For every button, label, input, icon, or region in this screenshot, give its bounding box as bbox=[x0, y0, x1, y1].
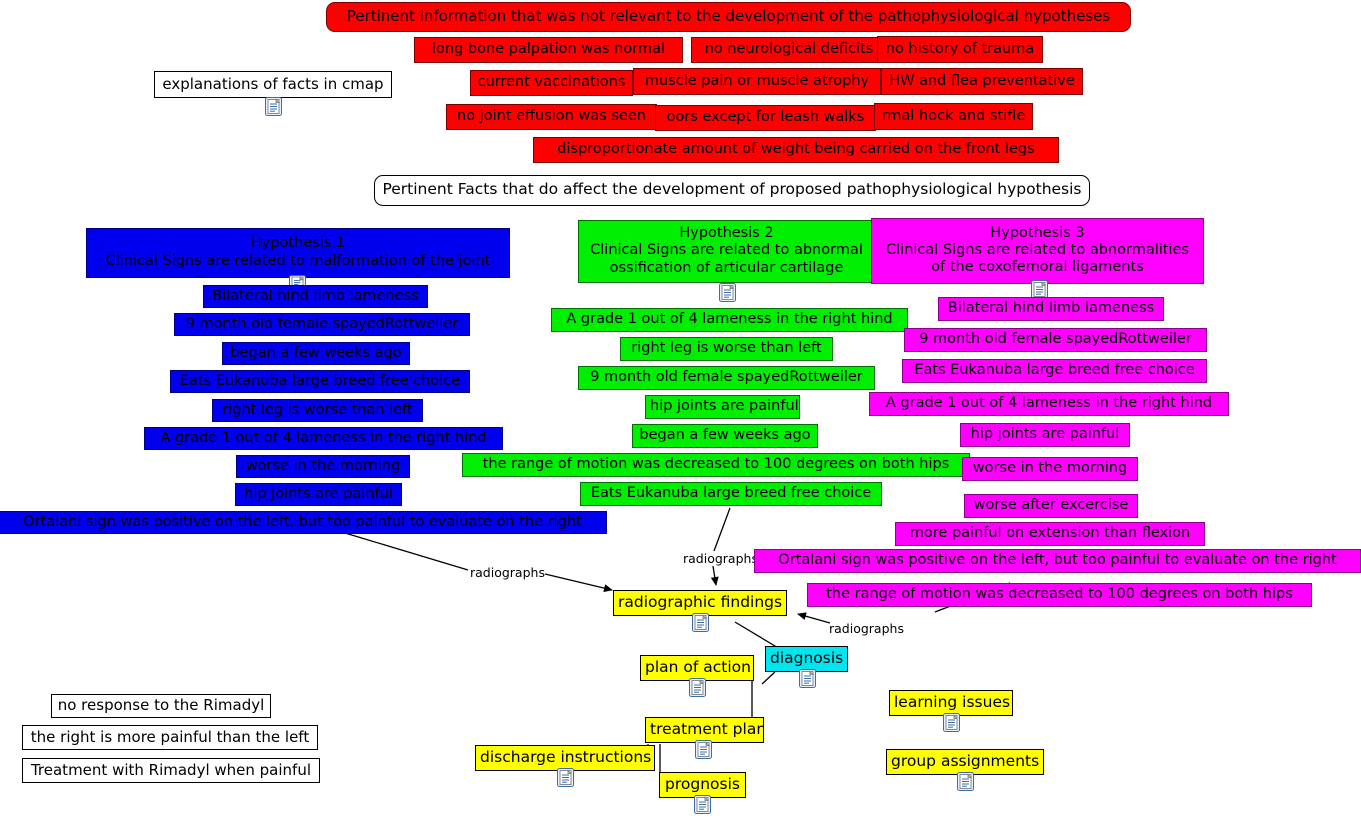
h1-fact-lameness-grade[interactable]: A grade 1 out of 4 lameness in the right… bbox=[144, 427, 503, 450]
h2-fact-right-worse[interactable]: right leg is worse than left bbox=[620, 337, 833, 361]
diagnosis-node[interactable]: diagnosis bbox=[765, 646, 848, 672]
edge-green-to-radiographs bbox=[713, 507, 731, 552]
document-icon[interactable] bbox=[957, 772, 974, 791]
document-icon[interactable] bbox=[265, 97, 282, 116]
document-icon[interactable] bbox=[695, 740, 712, 759]
fact-kept-indoors-leash-walks[interactable]: oors except for leash walks bbox=[655, 105, 876, 131]
irrelevant-info-header[interactable]: Pertinent information that was not relev… bbox=[326, 2, 1131, 32]
explanations-of-facts-node[interactable]: explanations of facts in cmap bbox=[154, 71, 392, 98]
edge-arrow-magenta-to-radiographs bbox=[797, 612, 831, 624]
h2-fact-hip-pain[interactable]: hip joints are painful bbox=[645, 395, 800, 419]
h1-fact-worse-morning[interactable]: worse in the morning bbox=[236, 455, 410, 478]
fact-long-bone-palpation[interactable]: long bone palpation was normal bbox=[414, 37, 683, 63]
note-icon[interactable] bbox=[289, 272, 306, 291]
h3-fact-ortalani-sign[interactable]: Ortalani sign was positive on the left, … bbox=[754, 549, 1361, 573]
group-assignments-node[interactable]: group assignments bbox=[886, 749, 1044, 775]
treatment-plan-node[interactable]: treatment plan bbox=[645, 717, 764, 743]
h3-fact-diet[interactable]: Eats Eukanuba large breed free choice bbox=[902, 359, 1207, 383]
edge-arrow-green-to-radiographs bbox=[710, 565, 719, 586]
fact-no-neurological-deficits[interactable]: no neurological deficits bbox=[691, 37, 887, 63]
h3-fact-bilateral-lameness[interactable]: Bilateral hind limb lameness bbox=[938, 297, 1164, 321]
note-no-response-rimadyl[interactable]: no response to the Rimadyl bbox=[51, 694, 271, 718]
h2-fact-range-of-motion[interactable]: the range of motion was decreased to 100… bbox=[462, 453, 970, 477]
document-icon[interactable] bbox=[689, 678, 706, 697]
fact-no-history-of-trauma[interactable]: no history of trauma bbox=[877, 36, 1043, 63]
h3-fact-hip-pain[interactable]: hip joints are painful bbox=[960, 423, 1130, 447]
edge-blue-to-radiographs bbox=[344, 532, 469, 571]
fact-hw-flea-preventative[interactable]: HW and flea preventative bbox=[881, 68, 1083, 95]
h1-fact-diet[interactable]: Eats Eukanuba large breed free choice bbox=[170, 370, 470, 393]
document-icon[interactable] bbox=[1031, 280, 1048, 299]
h1-fact-bilateral-lameness[interactable]: Bilateral hind limb lameness bbox=[203, 285, 428, 308]
h1-fact-ortalani-sign[interactable]: Ortalani sign was positive on the left, … bbox=[0, 511, 607, 534]
fact-no-joint-effusion[interactable]: no joint effusion was seen bbox=[446, 104, 657, 130]
h3-fact-worse-morning[interactable]: worse in the morning bbox=[962, 457, 1138, 481]
h2-fact-onset[interactable]: began a few weeks ago bbox=[632, 424, 818, 448]
h3-fact-extension-flexion[interactable]: more painful on extension than flexion bbox=[895, 522, 1205, 546]
h1-fact-right-worse[interactable]: right leg is worse than left bbox=[212, 399, 423, 422]
fact-muscle-pain-atrophy[interactable]: muscle pain or muscle atrophy bbox=[633, 68, 881, 95]
edge-arrow-blue-to-radiographs bbox=[544, 573, 613, 593]
document-icon[interactable] bbox=[719, 283, 736, 302]
edge-label-radiographs-right: radiographs bbox=[829, 621, 904, 636]
pertinent-facts-header[interactable]: Pertinent Facts that do affect the devel… bbox=[374, 175, 1090, 206]
h1-fact-signalment[interactable]: 9 month old female spayedRottweiler bbox=[174, 313, 470, 336]
discharge-instructions-node[interactable]: discharge instructions bbox=[475, 745, 655, 771]
fact-normal-hock-and-stifle[interactable]: rmal hock and stifle bbox=[874, 103, 1033, 130]
hypothesis-1-header[interactable]: Hypothesis 1 Clinical Signs are related … bbox=[86, 228, 510, 278]
h3-fact-range-of-motion[interactable]: the range of motion was decreased to 100… bbox=[807, 583, 1312, 607]
document-icon[interactable] bbox=[692, 613, 709, 632]
edge-label-radiographs-top: radiographs bbox=[683, 551, 758, 566]
note-treatment-rimadyl[interactable]: Treatment with Rimadyl when painful bbox=[22, 758, 320, 783]
h1-fact-hip-pain[interactable]: hip joints are painful bbox=[235, 483, 402, 506]
h2-fact-diet[interactable]: Eats Eukanuba large breed free choice bbox=[580, 482, 882, 506]
plan-of-action-node[interactable]: plan of action bbox=[640, 655, 754, 681]
hypothesis-3-header[interactable]: Hypothesis 3 Clinical Signs are related … bbox=[871, 218, 1204, 284]
h2-fact-lameness-grade[interactable]: A grade 1 out of 4 lameness in the right… bbox=[551, 308, 908, 332]
h3-fact-lameness-grade[interactable]: A grade 1 out of 4 lameness in the right… bbox=[869, 392, 1229, 416]
document-icon[interactable] bbox=[694, 795, 711, 814]
hypothesis-2-header[interactable]: Hypothesis 2 Clinical Signs are related … bbox=[578, 220, 875, 283]
fact-current-vaccinations[interactable]: current vaccinations bbox=[470, 70, 633, 96]
h3-fact-worse-after-exercise[interactable]: worse after excercise bbox=[964, 494, 1138, 518]
fact-disproportionate-weight-front-legs[interactable]: disproportionate amount of weight being … bbox=[533, 137, 1059, 163]
h2-fact-signalment[interactable]: 9 month old female spayedRottweiler bbox=[578, 366, 875, 390]
h3-fact-signalment[interactable]: 9 month old female spayedRottweiler bbox=[904, 328, 1207, 352]
document-icon[interactable] bbox=[799, 669, 816, 688]
document-icon[interactable] bbox=[943, 713, 960, 732]
document-icon[interactable] bbox=[557, 768, 574, 787]
radiographic-findings-node[interactable]: radiographic findings bbox=[613, 590, 787, 616]
edge-diagnosis-to-plan bbox=[761, 671, 776, 685]
edge-label-radiographs-left: radiographs bbox=[470, 565, 545, 580]
prognosis-node[interactable]: prognosis bbox=[659, 772, 746, 798]
h1-fact-onset[interactable]: began a few weeks ago bbox=[222, 342, 410, 365]
note-right-more-painful[interactable]: the right is more painful than the left bbox=[22, 725, 318, 750]
